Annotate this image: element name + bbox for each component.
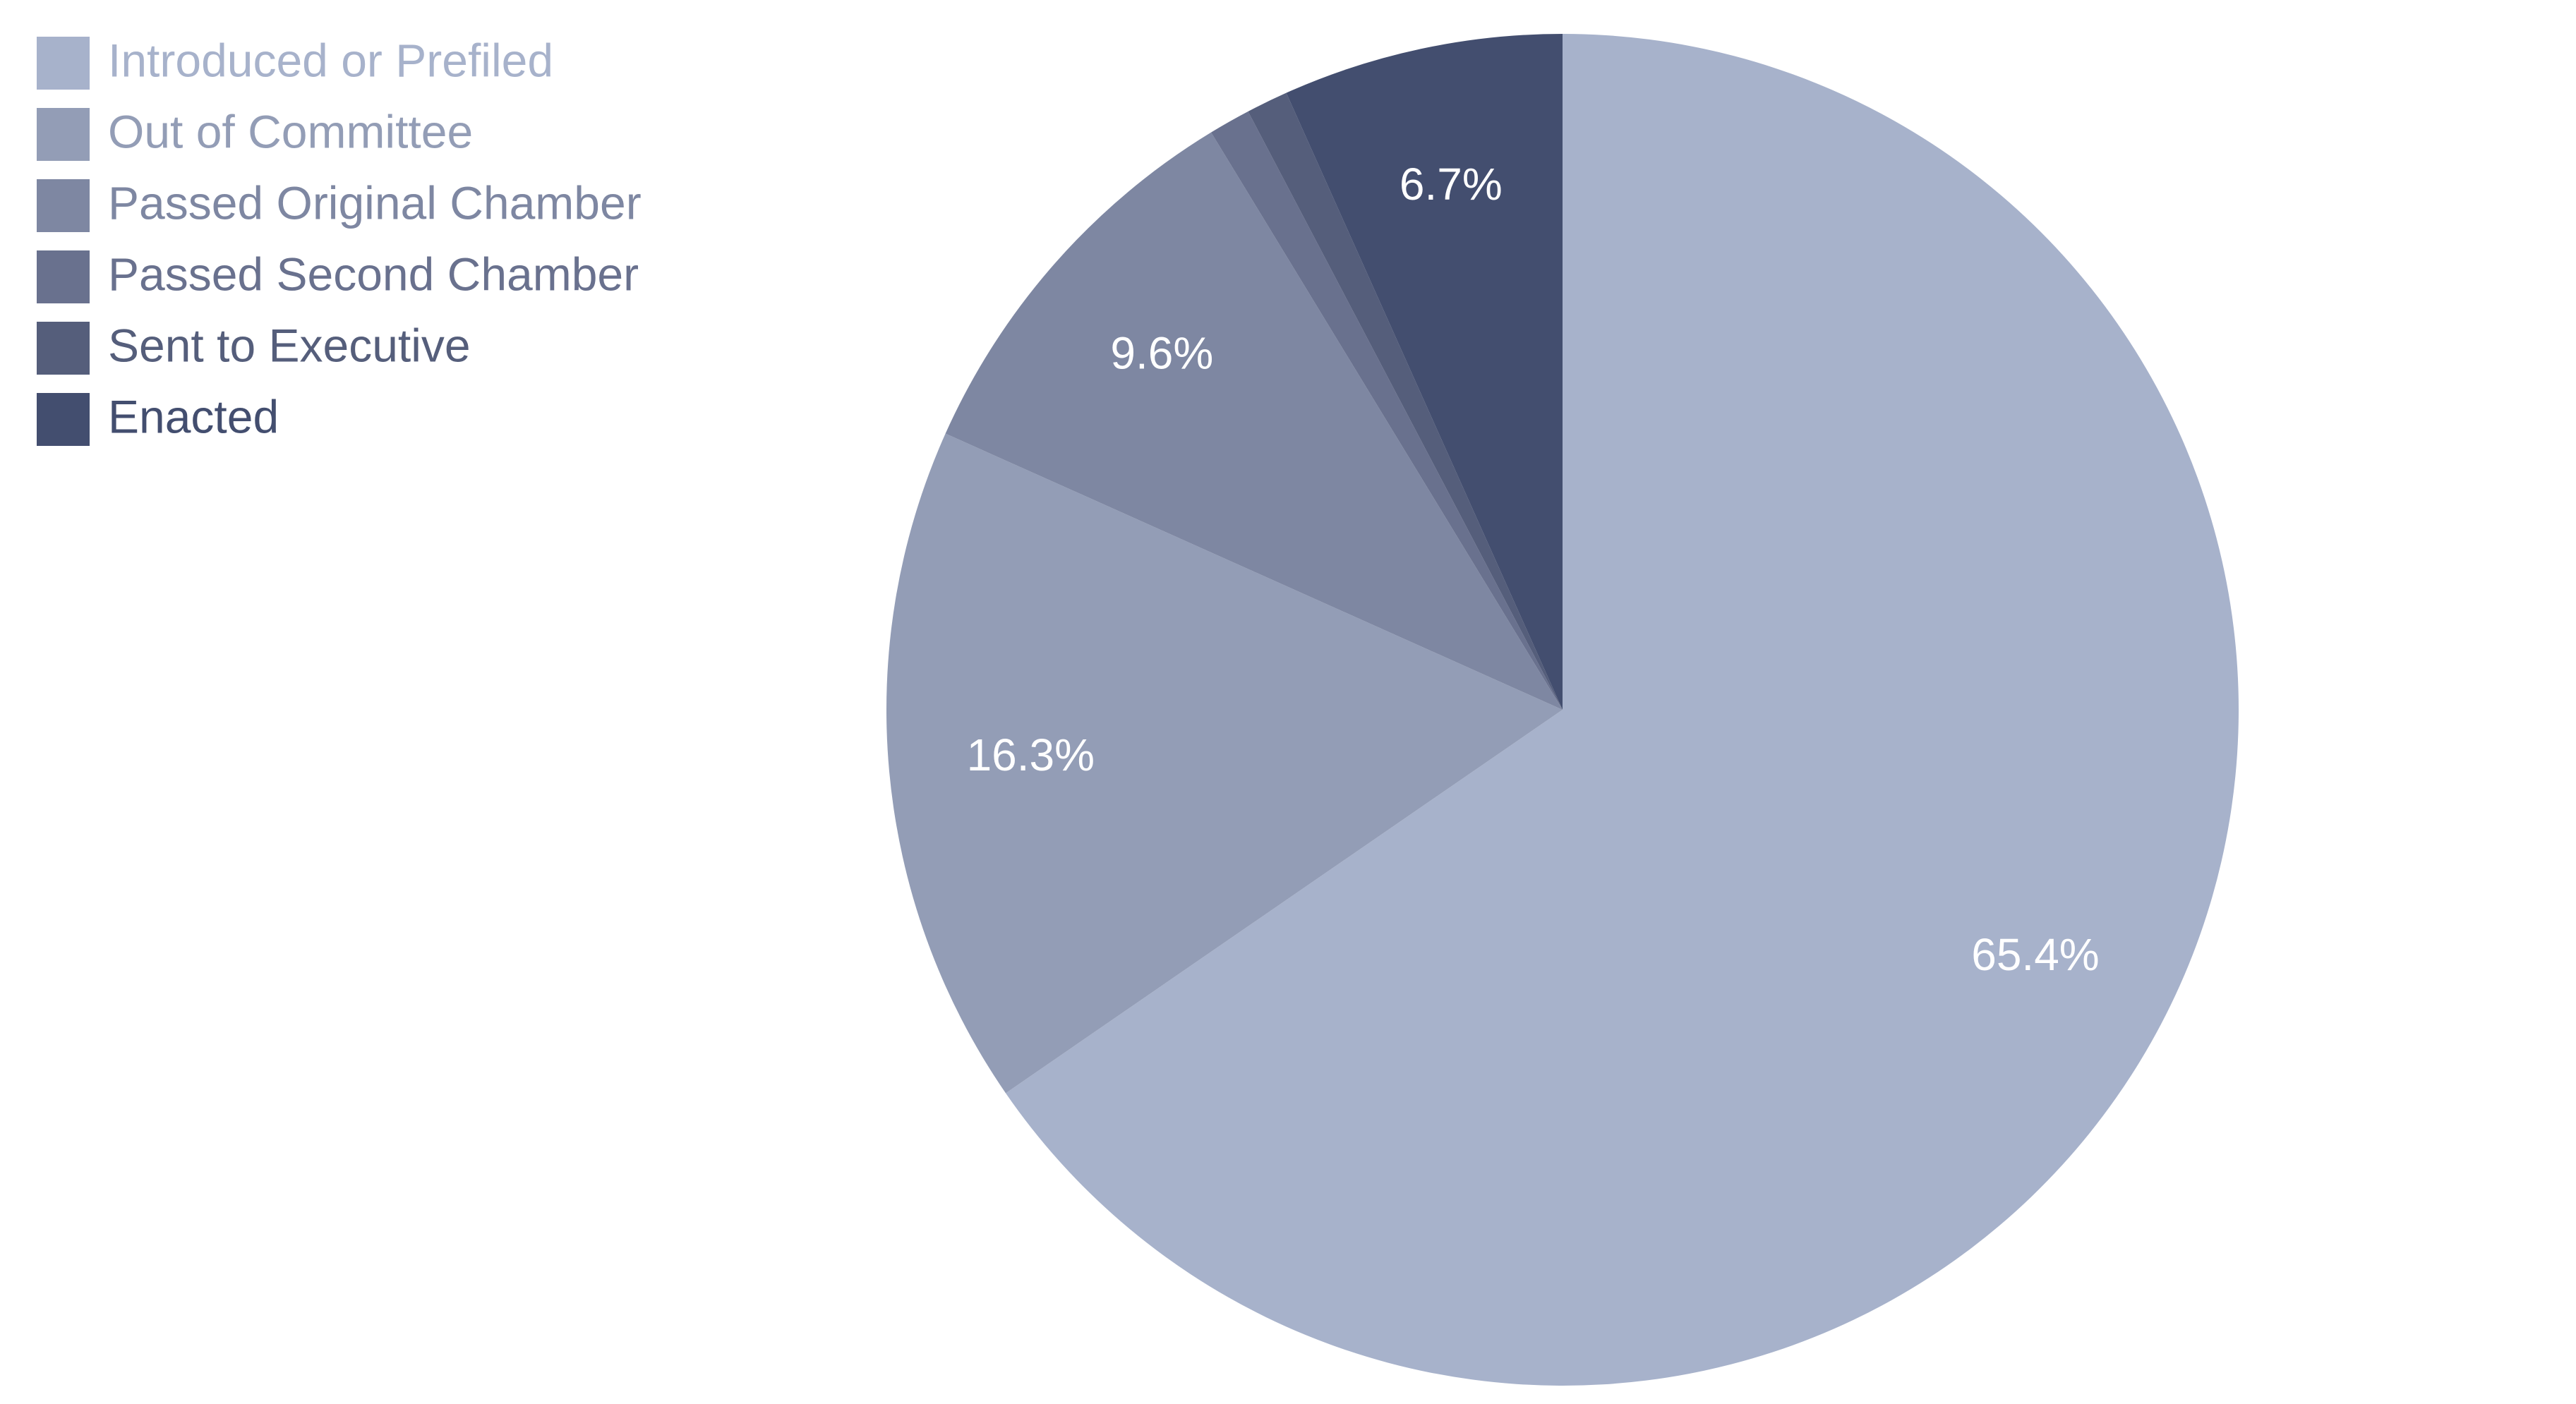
- slice-label: 16.3%: [967, 730, 1095, 780]
- pie-slice: [1248, 92, 1563, 710]
- legend-swatch: [37, 322, 90, 375]
- legend-label: Introduced or Prefiled: [108, 34, 553, 86]
- legend-swatch: [37, 179, 90, 232]
- legend-label: Passed Second Chamber: [108, 248, 639, 300]
- legend-label: Enacted: [108, 390, 279, 442]
- legend-label: Passed Original Chamber: [108, 176, 642, 229]
- pie-slice: [1006, 34, 2239, 1386]
- legend-label: Out of Committee: [108, 105, 473, 157]
- slice-label: 6.7%: [1400, 159, 1503, 210]
- legend-swatch: [37, 37, 90, 90]
- pie-slice: [945, 132, 1563, 710]
- slice-label: 65.4%: [1971, 929, 2099, 980]
- legend-swatch: [37, 393, 90, 446]
- slice-label: 9.6%: [1110, 327, 1213, 378]
- legend-label: Sent to Executive: [108, 319, 471, 371]
- legend-swatch: [37, 108, 90, 161]
- pie-slice: [1211, 111, 1563, 710]
- pie-slice: [1286, 34, 1563, 710]
- pie-slice: [886, 433, 1563, 1094]
- legend-swatch: [37, 250, 90, 303]
